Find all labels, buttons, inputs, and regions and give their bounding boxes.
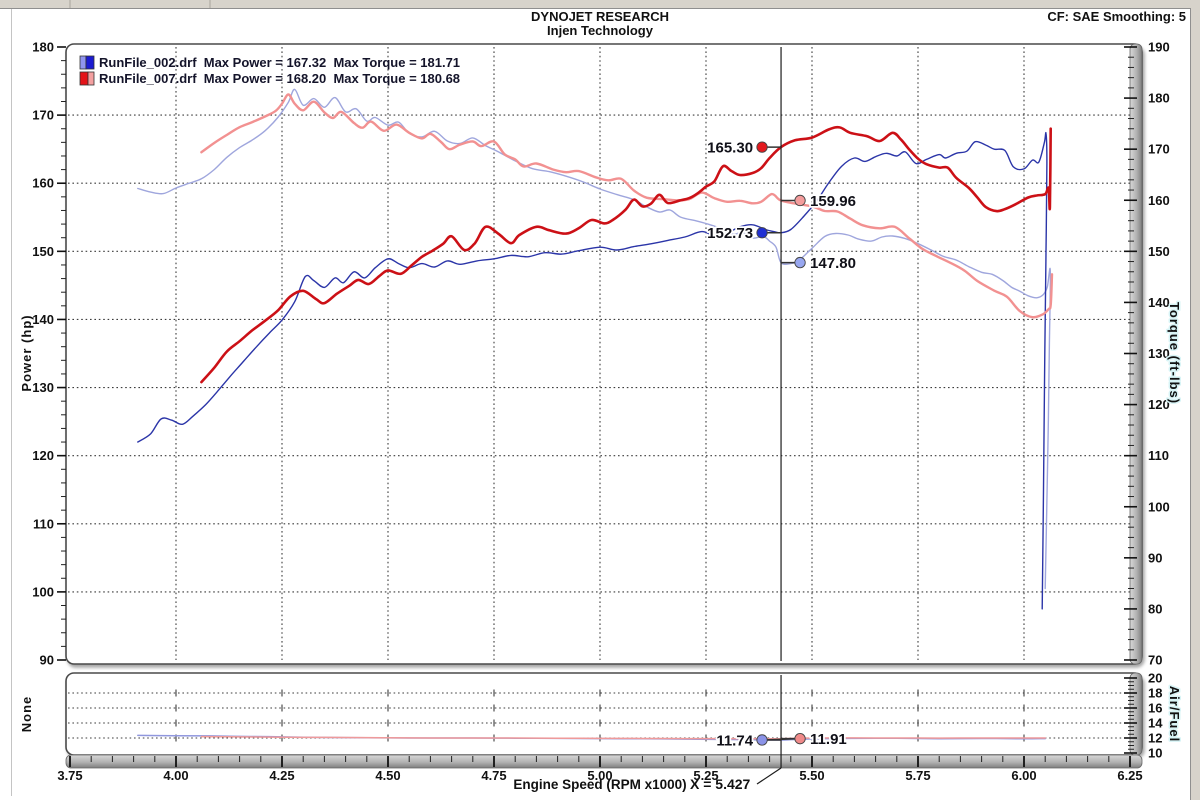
torque-tick-label: 160 (1148, 193, 1170, 208)
window-top-strip (0, 0, 1200, 8)
torque-axis-title: Torque (ft-lbs) (1167, 302, 1182, 404)
power-tick-label: 120 (32, 448, 54, 463)
run002-power-swatch (85, 55, 95, 70)
readout-dot (794, 194, 806, 207)
readout-value: 159.96 (810, 193, 856, 210)
x-tick-label: 6.25 (1117, 768, 1142, 783)
main-gridlines (68, 47, 1130, 660)
readout-dot (794, 256, 806, 269)
power-tick-label: 110 (33, 516, 54, 531)
torque-tick-label: 130 (1148, 346, 1170, 361)
main-plot-frame (65, 43, 1143, 665)
af-tick-label: 16 (1148, 701, 1162, 716)
power-tick-label: 130 (32, 380, 54, 395)
power-tick-label: 160 (32, 176, 54, 191)
run007-power-swatch (79, 71, 89, 86)
af-tick-label: 20 (1148, 671, 1162, 686)
legend: RunFile_002.drf Max Power = 167.32 Max T… (79, 55, 460, 86)
window-right-strip (1191, 8, 1200, 800)
legend-row-run007[interactable]: RunFile_007.drf Max Power = 168.20 Max T… (79, 71, 460, 86)
torque-tick-label: 120 (1148, 397, 1170, 412)
readout-dot (794, 733, 806, 745)
readout-value: 152.73 (707, 225, 753, 242)
x-tick-label: 4.00 (163, 768, 188, 783)
curve-runfile-002-power (137, 132, 1048, 610)
af-curves (137, 734, 1046, 741)
curve-runfile-007-air-fuel (200, 735, 1046, 740)
cursor-x-callout-line (756, 767, 782, 785)
page-subtitle: Injen Technology (547, 23, 654, 38)
correction-smoothing-info: CF: SAE Smoothing: 5 (1047, 9, 1186, 24)
run002-torque-swatch (79, 55, 87, 70)
legend-label-run007: RunFile_007.drf Max Power = 168.20 Max T… (99, 71, 460, 86)
x-axis-ruler (65, 754, 1143, 769)
af-plot-frame (65, 672, 1143, 756)
cursor-layer (756, 47, 782, 785)
curve-runfile-007-torque (200, 93, 1054, 319)
x-axis-title: Engine Speed (RPM x1000) (513, 777, 686, 792)
af-tick-label: 14 (1148, 716, 1163, 731)
readout-dot (756, 227, 768, 239)
readout-value: 11.91 (810, 731, 847, 748)
power-tick-label: 150 (32, 244, 54, 259)
readout-dot (756, 734, 768, 746)
power-tick-label: 100 (32, 584, 54, 599)
x-tick-label: 4.50 (375, 768, 400, 783)
torque-tick-label: 150 (1148, 244, 1170, 259)
x-tick-label: 5.50 (799, 768, 824, 783)
torque-tick-label: 100 (1148, 499, 1170, 514)
curve-runfile-002-torque (137, 88, 1052, 590)
readout-value: 11.74 (716, 732, 753, 749)
legend-label-run002: RunFile_002.drf Max Power = 167.32 Max T… (99, 55, 460, 70)
torque-tick-label: 180 (1148, 91, 1170, 106)
axis-ticks: 90 100 110 120 130 140 150 160 170 180 70 80 90 100 11… (32, 40, 1169, 784)
af-axis-title: Air/Fuel (1167, 686, 1182, 742)
power-tick-label: 180 (32, 40, 54, 55)
page-title: DYNOJET RESEARCH (531, 9, 669, 24)
power-tick-label: 140 (32, 312, 54, 327)
af-tick-label: 12 (1148, 731, 1162, 746)
torque-tick-label: 140 (1148, 295, 1170, 310)
x-tick-label: 5.00 (587, 768, 612, 783)
x-tick-label: 5.25 (693, 768, 718, 783)
power-tick-label: 170 (32, 108, 54, 123)
power-axis-title: Power (hp) (19, 314, 34, 391)
x-tick-label: 4.25 (269, 768, 294, 783)
cursor-x-label: X = 5.427 (690, 776, 751, 792)
af-tick-label: 10 (1148, 746, 1162, 761)
torque-tick-label: 90 (1148, 550, 1162, 565)
torque-tick-label: 80 (1148, 601, 1162, 616)
legend-row-run002[interactable]: RunFile_002.drf Max Power = 167.32 Max T… (79, 55, 460, 70)
run007-torque-swatch (87, 71, 95, 86)
x-tick-label: 5.75 (905, 768, 930, 783)
readout-value: 147.80 (810, 255, 856, 272)
torque-tick-label: 70 (1148, 653, 1162, 668)
power-tick-label: 90 (40, 653, 54, 668)
x-tick-label: 6.00 (1011, 768, 1036, 783)
cursor-readouts: 165.30 159.96 152.73 147.80 11.74 11.91 (705, 138, 857, 751)
main-curves (137, 88, 1054, 610)
torque-tick-label: 110 (1148, 448, 1169, 463)
x-tick-label: 3.75 (57, 768, 82, 783)
torque-tick-label: 170 (1148, 142, 1170, 157)
curve-runfile-007-power (200, 125, 1052, 384)
x-tick-label: 4.75 (481, 768, 506, 783)
af-tick-label: 18 (1148, 686, 1162, 701)
af-left-axis-title: None (19, 696, 34, 733)
readout-value: 165.30 (707, 140, 753, 157)
readout-dot (756, 141, 768, 153)
torque-tick-label: 190 (1148, 40, 1170, 55)
